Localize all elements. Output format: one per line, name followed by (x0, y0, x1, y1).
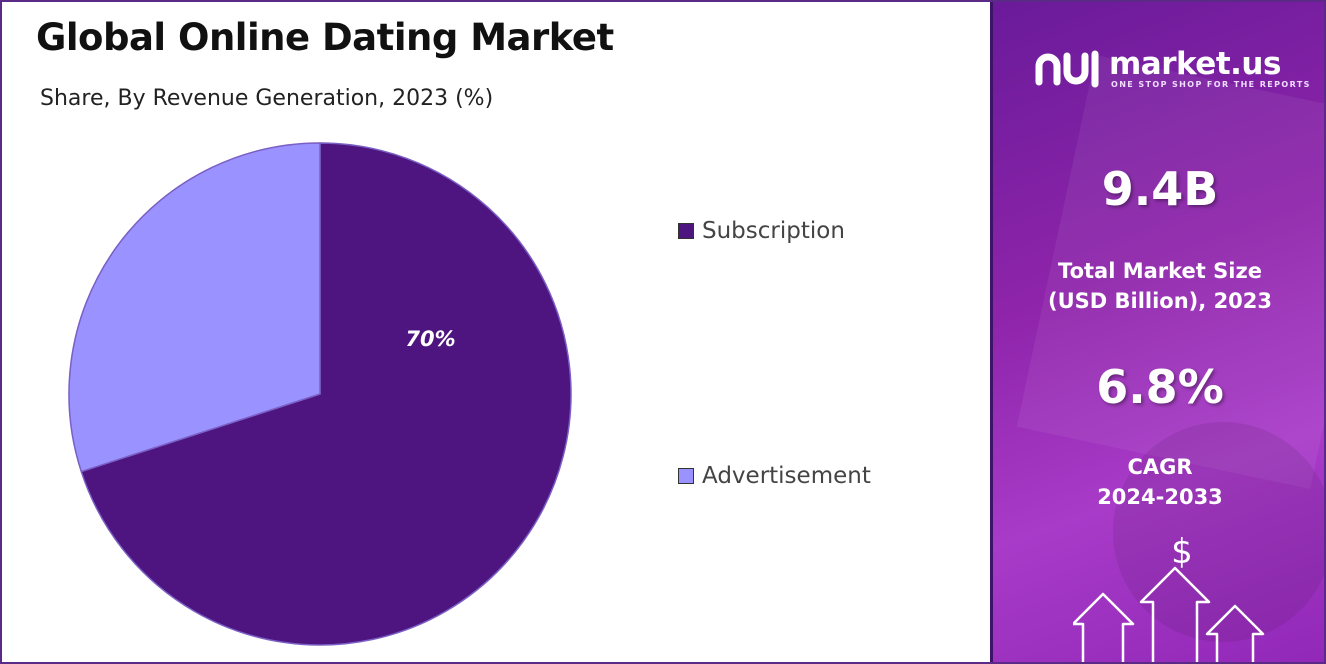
growth-arrows-icon (1073, 566, 1265, 662)
pie-chart: 70% (68, 142, 572, 646)
key-stats-panel: market.us ONE STOP SHOP FOR THE REPORTS … (990, 2, 1324, 662)
legend-item-subscription: Subscription (678, 218, 845, 244)
market-size-label-line1: Total Market Size (1058, 259, 1262, 283)
panel-decor-circle (1113, 422, 1324, 642)
pie-slice-subscription (80, 142, 572, 646)
logo-name: market.us (1109, 45, 1281, 82)
cagr-label-line2: 2024-2033 (1097, 485, 1223, 509)
market-us-logo: market.us ONE STOP SHOP FOR THE REPORTS (1033, 46, 1311, 90)
cagr-label-line1: CAGR (1127, 455, 1193, 479)
logo-tagline: ONE STOP SHOP FOR THE REPORTS (1111, 79, 1311, 89)
legend-label-subscription: Subscription (702, 218, 845, 244)
chart-subtitle: Share, By Revenue Generation, 2023 (%) (40, 86, 494, 111)
legend-label-advertisement: Advertisement (702, 463, 871, 489)
pie-slice-advertisement (68, 142, 321, 473)
market-size-label-line2: (USD Billion), 2023 (1047, 289, 1273, 313)
dollar-icon: $ (1171, 532, 1193, 572)
legend-swatch-subscription (678, 223, 694, 239)
chart-title: Global Online Dating Market (36, 16, 614, 59)
legend-swatch-advertisement (678, 468, 694, 484)
chart-panel: Global Online Dating Market Share, By Re… (2, 2, 988, 662)
market-size-value: 9.4B (1101, 162, 1219, 216)
pie-data-label-subscription: 70% (405, 327, 455, 351)
market-us-logo-icon (1035, 50, 1099, 88)
legend-item-advertisement: Advertisement (678, 463, 871, 489)
cagr-value: 6.8% (1096, 360, 1224, 414)
